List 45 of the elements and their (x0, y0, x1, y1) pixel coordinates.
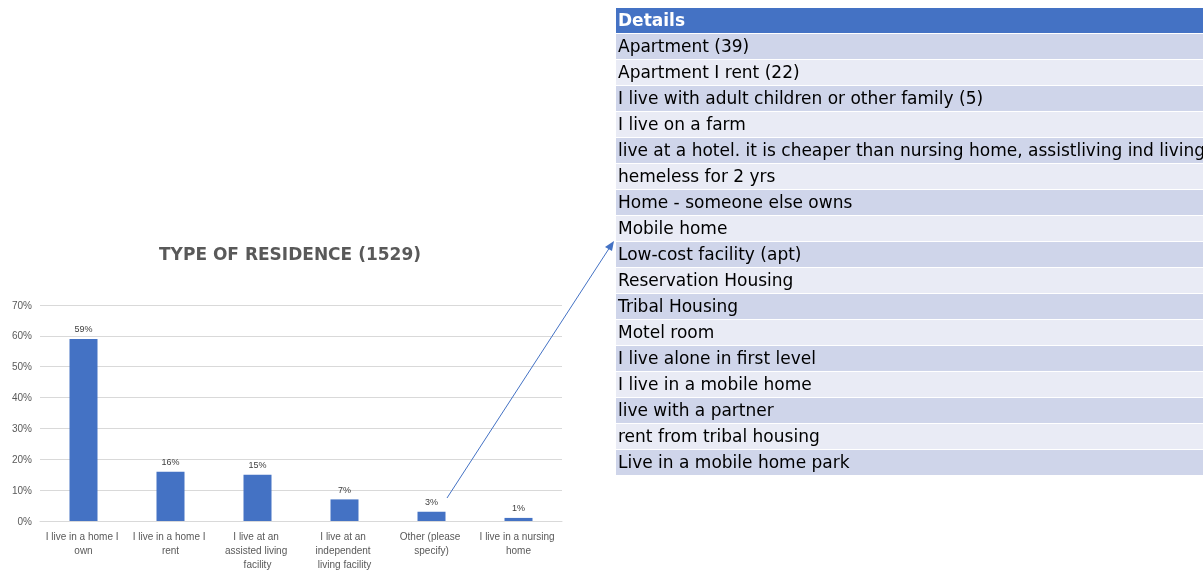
text: I live in a mobile home (616, 372, 1203, 397)
data-label: 15% (248, 460, 267, 471)
bar (504, 517, 533, 521)
x-tick-label: I live in a nursing home (479, 530, 558, 556)
bar (69, 338, 98, 521)
text: hemeless for 2 yrs (616, 164, 1203, 189)
bar (417, 511, 446, 521)
y-tick-label: 10% (11, 484, 33, 496)
text: Apartment (39) (616, 34, 1203, 59)
text: Reservation Housing (616, 268, 1203, 293)
data-label: 3% (424, 497, 439, 508)
y-tick-label: 30% (11, 422, 33, 434)
data-label: 7% (337, 484, 352, 495)
y-tick-label: 40% (11, 392, 33, 404)
x-tick-label: I live at an independent living facility (315, 530, 374, 570)
text: Motel room (616, 320, 1203, 345)
text: Low-cost facility (apt) (616, 242, 1203, 267)
text: I live on a farm (616, 112, 1203, 137)
bar (330, 499, 359, 521)
text: Apartment I rent (22) (616, 60, 1203, 85)
y-tick-label: 60% (11, 330, 33, 342)
text: live at a hotel. it is cheaper than nursing home, assistliving ind living (616, 138, 1203, 163)
bar (243, 474, 272, 521)
x-tick-label: I live in a home I own (45, 530, 122, 556)
data-label: 59% (74, 324, 93, 335)
text: Home - someone else owns (616, 190, 1203, 215)
x-tick-label: I live in a home I rent (132, 530, 209, 556)
text: rent from tribal housing (616, 424, 1203, 449)
y-tick-label: 20% (11, 453, 33, 465)
chart-title: TYPE OF RESIDENCE (1529) (159, 243, 421, 264)
data-label: 1% (511, 503, 526, 514)
y-tick-label: 0% (17, 515, 33, 527)
text: I live alone in first level (616, 346, 1203, 371)
text: live with a partner (616, 398, 1203, 423)
y-tick-label: 50% (11, 361, 33, 373)
bar (156, 471, 185, 521)
text: Details (616, 8, 1203, 33)
text: Tribal Housing (616, 294, 1203, 319)
text: Live in a mobile home park (616, 450, 1203, 475)
x-tick-label: Other (please specify) (399, 530, 464, 556)
text: I live with adult children or other family (5) (616, 86, 1203, 111)
text: Mobile home (616, 216, 1203, 241)
data-label: 16% (161, 457, 180, 468)
x-tick-label: I live at an assisted living facility (224, 530, 291, 570)
y-tick-label: 70% (11, 299, 33, 311)
